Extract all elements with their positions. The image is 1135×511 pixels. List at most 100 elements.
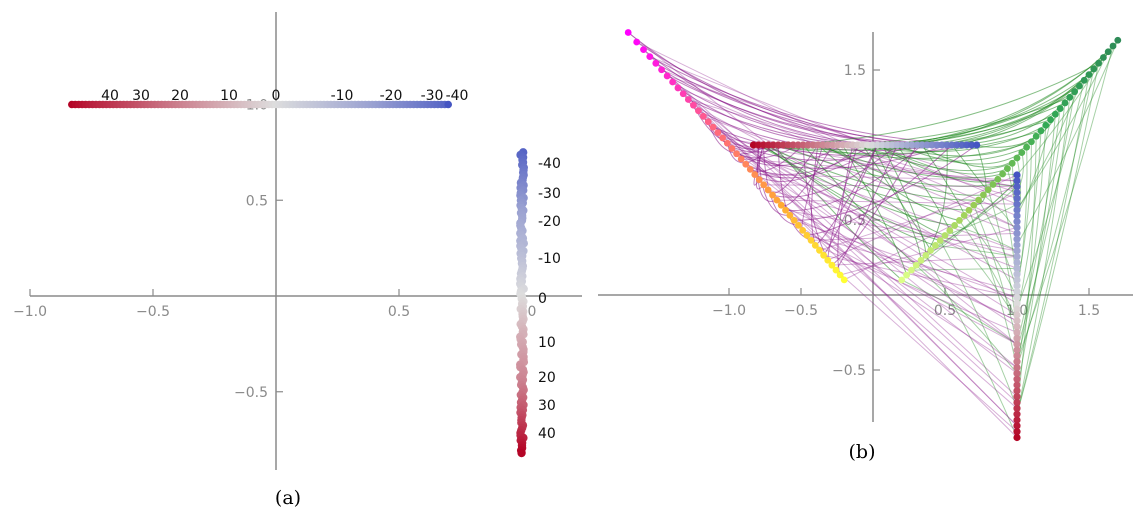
point-diagonal-pink <box>684 96 692 103</box>
connection-green <box>1016 80 1085 310</box>
connection-purple <box>736 153 1018 345</box>
point-diagonal-pink <box>709 123 717 131</box>
y-tick-label: −0.5 <box>234 385 268 401</box>
point-vertical <box>1013 299 1021 307</box>
point-vertical <box>1013 264 1021 272</box>
point-horizontal <box>794 141 802 149</box>
point-vertical <box>1013 258 1021 267</box>
point-diagonal-pink <box>699 112 707 120</box>
connection-green <box>925 255 1018 438</box>
point-diagonal-green <box>1061 99 1069 107</box>
point-vertical <box>1013 247 1021 255</box>
connection-green <box>758 144 970 211</box>
point-vertical <box>1013 363 1021 372</box>
point-diagonal-green <box>994 175 1002 183</box>
caption-a: (a) <box>275 487 301 509</box>
point-diagonal-pink <box>828 261 836 269</box>
connection-green <box>1016 74 1090 415</box>
point-horizontal <box>819 141 827 149</box>
point-diagonal-pink <box>728 145 736 152</box>
point-diagonal-pink <box>695 107 702 115</box>
connection-green <box>1016 40 1119 246</box>
connection-purple <box>776 199 1018 205</box>
connection-green <box>1016 102 1066 362</box>
point-horizontal <box>834 141 842 149</box>
connection-purple <box>688 99 1018 199</box>
point-horizontal <box>958 141 966 149</box>
point-horizontal <box>933 141 941 149</box>
x-tick-label: 1.5 <box>1078 303 1100 319</box>
point-vertical <box>1013 352 1021 360</box>
point-diagonal-green <box>936 237 944 244</box>
connection-green <box>968 210 1018 368</box>
point-diagonal-green <box>1085 71 1093 79</box>
point-diagonal-pink <box>786 211 794 219</box>
x-tick-label: 0.5 <box>934 303 956 319</box>
point-diagonal-green <box>1090 65 1098 73</box>
point-horizontal <box>749 141 758 149</box>
point-diagonal-pink <box>663 72 671 80</box>
point-horizontal <box>859 141 867 149</box>
point-diagonal-green <box>1018 149 1026 156</box>
point-diagonal-green <box>1037 127 1045 135</box>
connection-green <box>1016 63 1100 415</box>
point-diagonal-green <box>989 181 997 188</box>
point-horizontal <box>809 141 817 149</box>
connection-green <box>1016 136 1037 409</box>
point-vertical <box>1013 428 1021 436</box>
connection-purple <box>682 93 1018 368</box>
point-diagonal-green <box>1013 154 1021 162</box>
point-horizontal <box>888 141 896 149</box>
point-horizontal <box>893 141 901 149</box>
value-label-horizontal: -40 <box>446 88 469 104</box>
point-diagonal-green <box>1032 132 1040 140</box>
point-vertical <box>1013 433 1021 442</box>
point-diagonal-pink <box>723 139 731 147</box>
point-horizontal <box>814 141 822 149</box>
point-vertical <box>1013 404 1021 412</box>
point-diagonal-pink <box>799 226 807 234</box>
connection-purple <box>831 144 918 266</box>
point-vertical <box>1013 381 1021 389</box>
connection-green <box>857 144 1013 171</box>
point-horizontal <box>754 141 763 149</box>
connection-purple <box>785 209 1018 252</box>
point-horizontal <box>948 141 956 149</box>
connection-green <box>872 144 922 261</box>
connection-purple <box>772 194 1018 409</box>
point-diagonal-green <box>960 211 968 219</box>
connection-purple <box>762 144 799 226</box>
connection-green <box>944 203 1018 236</box>
connection-green <box>1016 130 1042 316</box>
point-diagonal-pink <box>769 191 776 199</box>
point-horizontal <box>938 141 946 149</box>
point-diagonal-green <box>999 170 1006 178</box>
point-diagonal-pink <box>755 176 763 184</box>
point-diagonal-pink <box>640 46 647 54</box>
point-vertical <box>1013 422 1021 430</box>
point-diagonal-green <box>946 227 954 234</box>
connection-green <box>1016 51 1109 211</box>
connection-purple <box>754 144 863 182</box>
connection-purple <box>707 121 1018 316</box>
connection-purple <box>643 49 1018 427</box>
value-label-vertical: 20 <box>538 370 556 386</box>
point-diagonal-green <box>951 222 958 229</box>
connection-purple <box>789 214 1018 322</box>
value-label-horizontal: 0 <box>272 88 281 104</box>
point-vertical <box>1013 398 1021 407</box>
point-vertical <box>1013 241 1021 249</box>
value-label-horizontal: 20 <box>171 88 189 104</box>
point-diagonal-pink <box>658 66 665 74</box>
connection-green <box>1016 45 1114 362</box>
connection-purple <box>754 174 1018 182</box>
connection-purple <box>827 144 859 261</box>
connection-purple <box>843 192 1018 281</box>
point-horizontal <box>873 141 882 149</box>
point-vertical <box>1013 334 1021 342</box>
connection-green <box>758 144 955 226</box>
connection-green <box>935 244 1018 258</box>
point-diagonal-pink <box>764 186 772 194</box>
x-tick-label: 0.5 <box>388 304 410 320</box>
point-horizontal <box>908 141 916 149</box>
